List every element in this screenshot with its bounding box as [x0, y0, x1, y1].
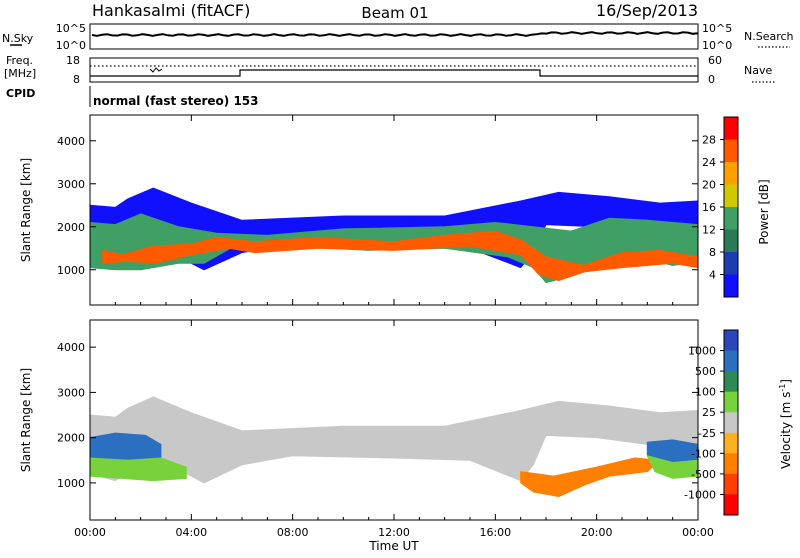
nsky-label: N.Sky: [2, 32, 34, 45]
nave-tick-bottom: 0: [708, 73, 715, 86]
nsearch-label: N.Search: [744, 30, 794, 43]
power-colorbar-swatch: [724, 139, 738, 163]
nsky-tick-bottom: 10^0: [56, 39, 86, 52]
power-colorbar-tick: 4: [709, 269, 716, 282]
x-axis-title: Time UT: [368, 539, 419, 553]
power-y-tick-label: 2000: [57, 221, 85, 234]
power-colorbar-title: Power [dB]: [757, 179, 771, 244]
velocity-colorbar-swatch: [724, 350, 738, 372]
freq-label: Freq.: [6, 54, 33, 67]
power-colorbar-tick: 8: [709, 246, 716, 259]
velocity-colorbar-swatch: [724, 473, 738, 495]
x-tick-label: 16:00: [479, 526, 511, 539]
nsky-tick-top: 10^5: [56, 22, 86, 35]
velocity-layer-east-orange: [520, 457, 661, 497]
freq-tick-top: 18: [66, 54, 80, 67]
station-title: Hankasalmi (fitACF): [92, 1, 250, 20]
velocity-y-tick-label: 1000: [57, 477, 85, 490]
power-colorbar-tick: 16: [702, 201, 716, 214]
power-colorbar-swatch: [724, 252, 738, 275]
velocity-colorbar-swatch: [724, 371, 738, 393]
nsearch-tick-top: 10^5: [702, 22, 732, 35]
cpid-panel: CPID normal (fast stereo) 153: [6, 86, 259, 108]
velocity-colorbar-swatch: [724, 391, 738, 413]
power-colorbar-swatch: [724, 274, 738, 298]
velocity-colorbar-swatch: [724, 412, 738, 434]
velocity-colorbar-tick: -100: [691, 447, 716, 460]
power-y-tick-label: 1000: [57, 264, 85, 277]
velocity-layer-east-green: [646, 455, 698, 479]
power-colorbar: 28 24 20 16 12 8 4 Power [dB]: [702, 116, 771, 298]
velocity-colorbar-swatch: [724, 453, 738, 475]
velocity-colorbar-swatch: [724, 330, 738, 352]
cpid-label: CPID: [6, 87, 35, 100]
x-tick-label: 00:00: [74, 526, 106, 539]
power-colorbar-tick: 12: [702, 224, 716, 237]
velocity-y-axis-title: Slant Range [km]: [19, 368, 33, 472]
x-tick-label: 12:00: [378, 526, 410, 539]
nsky-line: [91, 31, 699, 37]
power-colorbar-swatch: [724, 162, 738, 185]
power-colorbar-swatch: [724, 229, 738, 253]
velocity-colorbar-tick: 1000: [688, 345, 716, 358]
power-colorbar-swatch: [724, 207, 738, 230]
velocity-y-tick-label: 2000: [57, 432, 85, 445]
nave-label: Nave: [744, 64, 772, 77]
nsearch-tick-bottom: 10^0: [702, 39, 732, 52]
power-colorbar-tick: 20: [702, 179, 716, 192]
x-tick-label: 08:00: [277, 526, 309, 539]
nsky-panel: 10^5 10^0 10^5 10^0 N.Sky N.Search: [2, 22, 794, 52]
velocity-colorbar: 1000 500 100 25 -25 -100 -500 -1000 Velocity [m…: [684, 329, 793, 516]
x-tick-label: 04:00: [175, 526, 207, 539]
beam-title: Beam 01: [361, 4, 428, 22]
velocity-colorbar-tick: -500: [691, 468, 716, 481]
velocity-colorbar-swatch: [724, 494, 738, 516]
velocity-y-tick-label: 3000: [57, 386, 85, 399]
power-layer-core: [102, 230, 698, 281]
x-tick-label: 20:00: [581, 526, 613, 539]
velocity-colorbar-tick: 25: [702, 406, 716, 419]
power-y-tick-label: 3000: [57, 178, 85, 191]
velocity-colorbar-tick: 100: [695, 386, 716, 399]
velocity-colorbar-tick: -25: [698, 427, 716, 440]
freq-tick-bottom: 8: [73, 73, 80, 86]
power-y-axis-title: Slant Range [km]: [19, 158, 33, 262]
velocity-colorbar-tick: -1000: [684, 488, 716, 501]
power-panel: 1000 2000 3000 4000 Slant Range [km]: [19, 114, 699, 306]
cpid-text: normal (fast stereo) 153: [93, 94, 259, 108]
velocity-panel: 1000 2000 3000 4000 Slant Range [km] 00:00 04:…: [19, 319, 714, 539]
velocity-colorbar-title: Velocity [m s-1]: [778, 379, 793, 469]
velocity-layer-west-green: [90, 457, 187, 482]
date-title: 16/Sep/2013: [596, 1, 698, 20]
power-colorbar-swatch: [724, 117, 738, 140]
power-colorbar-tick: 28: [702, 134, 716, 147]
freq-panel: 18 8 60 0 Freq. [MHz] Nave: [4, 54, 776, 86]
nave-tick-top: 60: [708, 54, 722, 67]
power-colorbar-swatch: [724, 184, 738, 208]
power-y-tick-label: 4000: [57, 135, 85, 148]
velocity-y-tick-label: 4000: [57, 341, 85, 354]
velocity-colorbar-swatch: [724, 432, 738, 454]
x-tick-label: 00:00: [682, 526, 714, 539]
velocity-colorbar-tick: 500: [695, 365, 716, 378]
power-colorbar-tick: 24: [702, 156, 716, 169]
freq-unit: [MHz]: [4, 67, 36, 80]
